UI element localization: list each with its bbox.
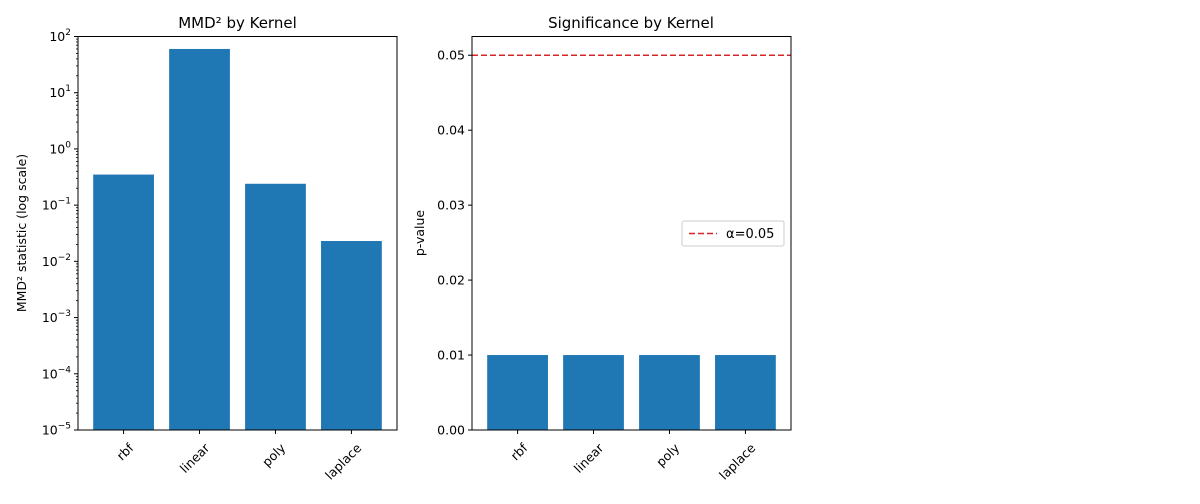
legend: α=0.05 <box>681 220 785 247</box>
bars <box>487 355 776 430</box>
legend-box <box>681 220 785 247</box>
bar-rbf <box>93 174 154 430</box>
plot-frame <box>471 36 792 431</box>
bar-linear <box>563 355 624 430</box>
bar-rbf <box>487 355 548 430</box>
y-tick-label: 10−3 <box>42 309 71 325</box>
y-tick-label: 10−5 <box>42 422 71 438</box>
x-tick-label: poly <box>653 440 683 470</box>
y-axis-ticks: 10−5 10−4 10−3 10−2 10−1 100 101 102 <box>42 28 78 438</box>
y-tick-label: 0.01 <box>437 348 465 363</box>
plot-frame <box>77 36 398 431</box>
y-tick-label: 101 <box>49 84 71 100</box>
x-tick-label: linear <box>571 440 607 476</box>
y-tick-label: 100 <box>49 140 71 156</box>
y-axis-ticks: 0.00 0.01 0.02 0.03 0.04 0.05 <box>437 48 472 438</box>
x-tick-label: poly <box>259 440 289 470</box>
bar-poly <box>245 183 306 430</box>
y-tick-label: 0.05 <box>437 48 465 63</box>
y-axis-label: p-value <box>412 210 427 257</box>
x-tick-label: rbf <box>114 440 137 463</box>
x-tick-label: laplace <box>716 440 758 482</box>
x-tick-label: linear <box>177 440 213 476</box>
y-tick-label: 10−2 <box>42 253 71 269</box>
y-tick-label: 0.00 <box>437 423 465 438</box>
y-tick-label: 0.04 <box>437 123 465 138</box>
y-tick-label: 10−4 <box>42 365 71 381</box>
bar-laplace <box>715 355 776 430</box>
bar-linear <box>169 48 230 430</box>
bars <box>93 48 382 430</box>
x-axis-ticks: rbf linear poly laplace <box>508 430 759 483</box>
y-axis-label: MMD² statistic (log scale) <box>14 154 29 312</box>
x-tick-label: laplace <box>322 440 364 482</box>
bar-laplace <box>321 241 382 430</box>
legend-label: α=0.05 <box>726 227 774 242</box>
chart-title: Significance by Kernel <box>548 14 714 32</box>
mmd-chart: MMD² by Kernel MMD² statistic (log scale… <box>14 14 398 483</box>
y-tick-label: 10−1 <box>42 197 71 213</box>
significance-chart: Significance by Kernel p-value 0.000.010… <box>412 14 792 483</box>
y-tick-label: 102 <box>49 28 71 44</box>
chart-title: MMD² by Kernel <box>178 14 297 32</box>
y-tick-label: 0.03 <box>437 198 465 213</box>
bar-poly <box>639 355 700 430</box>
y-tick-label: 0.02 <box>437 273 465 288</box>
x-axis-ticks: rbf linear poly laplace <box>114 430 365 483</box>
x-tick-label: rbf <box>508 440 531 463</box>
